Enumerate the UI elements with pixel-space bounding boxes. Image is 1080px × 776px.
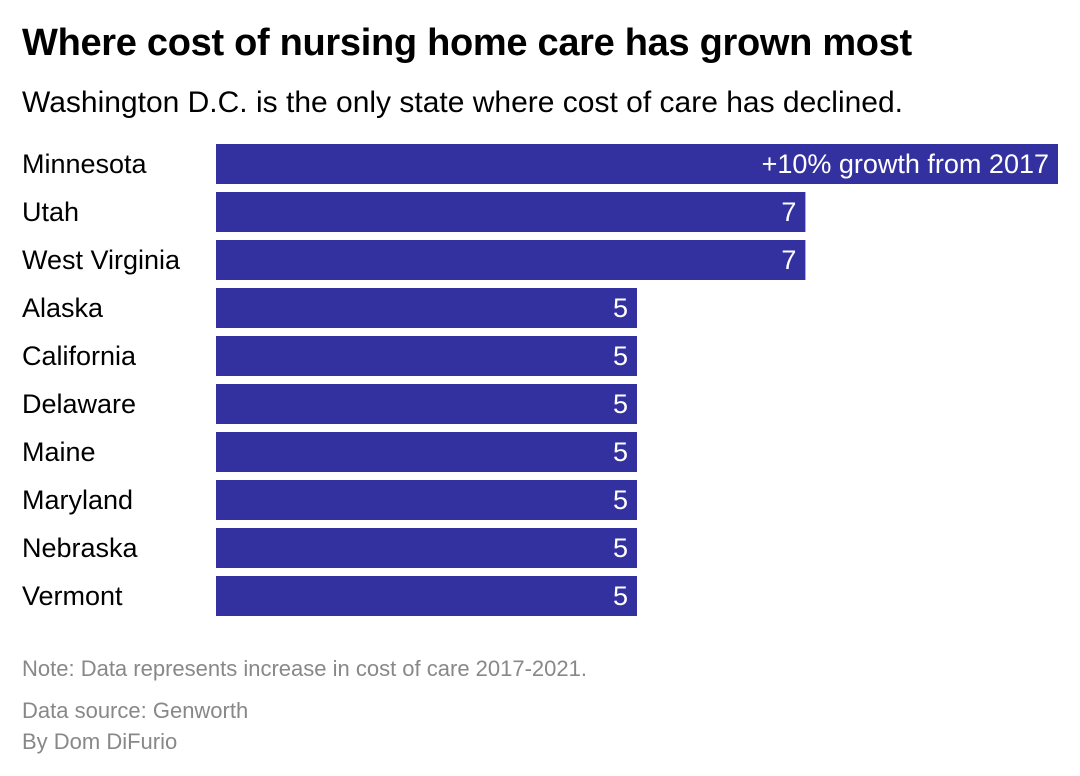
value-label-west-virginia: 7 [781,245,796,275]
category-label-maine: Maine [22,437,96,467]
category-label-maryland: Maryland [22,485,133,515]
value-label-maine: 5 [613,437,628,467]
value-label-utah: 7 [781,197,796,227]
bar-nebraska [216,528,637,568]
category-label-alaska: Alaska [22,293,104,323]
category-label-delaware: Delaware [22,389,136,419]
byline: By Dom DiFurio [22,729,178,754]
chart-subtitle: Washington D.C. is the only state where … [22,86,904,119]
value-label-minnesota: +10% growth from 2017 [762,149,1049,179]
bar-alaska [216,288,637,328]
value-label-vermont: 5 [613,581,628,611]
data-source: Data source: Genworth [22,698,249,723]
value-label-nebraska: 5 [613,533,628,563]
category-label-nebraska: Nebraska [22,533,139,563]
value-label-california: 5 [613,341,628,371]
bar-maryland [216,480,637,520]
category-label-west-virginia: West Virginia [22,245,181,275]
value-label-alaska: 5 [613,293,628,323]
bar-utah [216,192,806,232]
category-label-minnesota: Minnesota [22,149,148,179]
bar-vermont [216,576,637,616]
category-label-california: California [22,341,137,371]
bar-chart: Minnesota +10% growth from 2017 Utah 7 West … [22,144,1058,616]
bar-minnesota [216,144,1058,184]
chart-title: Where cost of nursing home care has grow… [22,22,912,64]
bar-maine [216,432,637,472]
value-label-delaware: 5 [613,389,628,419]
category-label-utah: Utah [22,197,79,227]
bar-delaware [216,384,637,424]
chart-note: Note: Data represents increase in cost o… [22,656,587,681]
bar-california [216,336,637,376]
bar-west-virginia [216,240,806,280]
value-label-maryland: 5 [613,485,628,515]
category-label-vermont: Vermont [22,581,123,611]
